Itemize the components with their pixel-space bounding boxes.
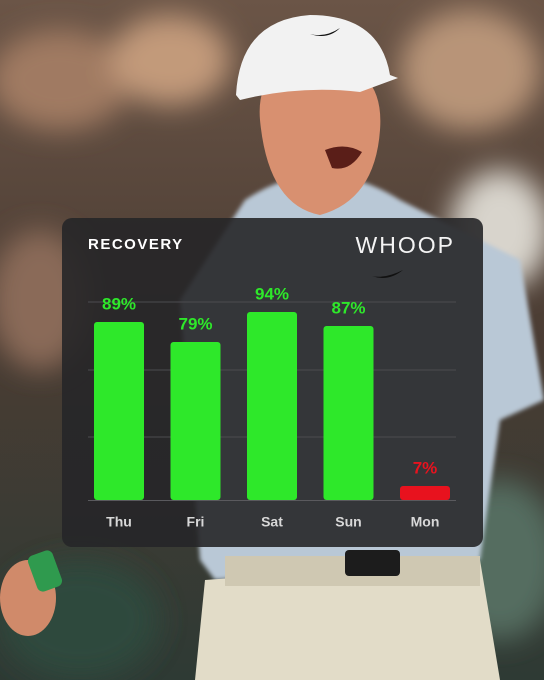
value-label: 94%: [255, 284, 289, 303]
bar: [94, 322, 144, 500]
plot: Thu 89% Fri 79% Sat 94% Sun 87% Mon 7%: [94, 284, 450, 530]
x-tick-label: Thu: [106, 514, 132, 530]
value-label: 87%: [331, 298, 365, 317]
x-tick-label: Sun: [335, 514, 361, 530]
bar: [247, 312, 297, 500]
value-label: 79%: [178, 314, 212, 333]
bar: [323, 326, 374, 500]
value-label: 7%: [413, 458, 438, 477]
swoosh: [372, 270, 403, 278]
bar: [170, 342, 221, 500]
logo: WHOOP: [356, 232, 455, 258]
x-tick-label: Sat: [261, 514, 283, 530]
value-label: 89%: [102, 294, 136, 313]
x-tick-label: Fri: [187, 514, 205, 530]
x-tick-label: Mon: [411, 514, 440, 530]
bar: [400, 486, 450, 500]
chart-title: RECOVERY: [88, 236, 184, 253]
